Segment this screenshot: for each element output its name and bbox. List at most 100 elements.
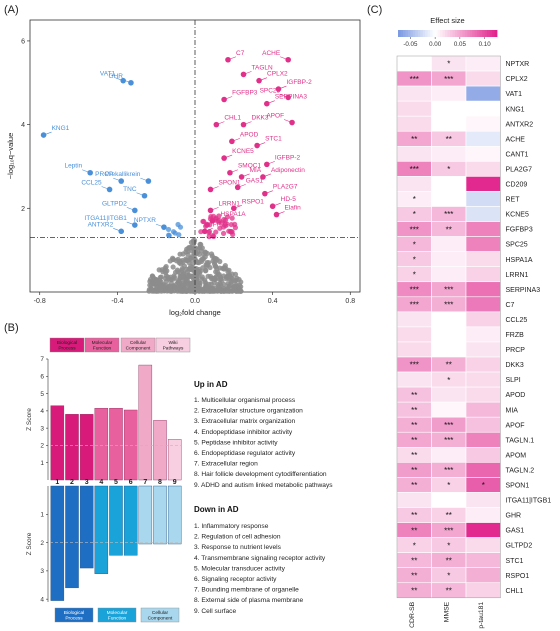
down-y-tick-label: 2 <box>40 540 44 547</box>
row-label: VAT1 <box>506 91 523 98</box>
down-point <box>161 224 167 230</box>
heatmap-cell <box>465 341 501 358</box>
ns-point <box>189 248 195 254</box>
up-point <box>232 225 239 231</box>
color-legend-segment <box>462 30 466 37</box>
heatmap-cell <box>396 85 432 102</box>
heatmap-cell <box>465 85 501 102</box>
ns-point <box>181 263 187 269</box>
category-number-label: 1 <box>55 479 59 486</box>
heatmap-cell <box>431 115 467 132</box>
heatmap-cell <box>431 191 467 207</box>
ns-point <box>191 240 197 246</box>
legend-label-down: Cellular <box>152 610 169 616</box>
up-point <box>238 174 245 180</box>
down-bar <box>94 485 109 574</box>
heatmap-cell <box>396 341 432 358</box>
color-legend-segment <box>442 30 446 37</box>
ns-point <box>228 279 235 285</box>
up-bar <box>94 408 109 481</box>
enrichment-bar-chart: BiologicalProcessMolecularFunctionCellul… <box>26 337 333 623</box>
down-bar <box>79 485 94 569</box>
heatmap-cell <box>431 341 467 358</box>
category-number-label: 3 <box>85 479 89 486</box>
down-point <box>120 77 126 84</box>
point-label: APOF <box>266 113 284 120</box>
row-label: FRZB <box>506 332 525 339</box>
ns-point <box>162 265 168 271</box>
down-point <box>128 79 134 86</box>
up-point <box>213 121 220 128</box>
ns-point <box>208 281 214 287</box>
ns-point <box>210 258 216 264</box>
heatmap-cell <box>431 251 467 267</box>
up-point <box>201 228 208 235</box>
point-label: IGFBP-2 <box>286 79 312 86</box>
up-point <box>254 142 260 149</box>
heatmap-cell <box>465 100 501 117</box>
ns-point <box>203 267 209 274</box>
heatmap-cell <box>465 522 501 538</box>
up-term-item: 6. Endopeptidase regulator activity <box>194 450 296 457</box>
significance-stars: ** <box>411 451 417 460</box>
y-tick-label: 6 <box>21 38 25 45</box>
row-label: GHR <box>506 513 522 520</box>
row-label: ITGA11|ITGB1 <box>506 498 552 505</box>
color-legend-segment <box>479 30 483 37</box>
color-legend-segment <box>452 30 456 37</box>
legend-swatch-down <box>97 607 137 623</box>
ns-point <box>207 264 213 271</box>
heatmap-cell <box>465 582 501 599</box>
down-bar <box>138 485 153 545</box>
significance-stars: *** <box>444 301 453 310</box>
heatmap-cell <box>396 146 432 162</box>
legend-label-up: Molecular <box>92 340 113 346</box>
point-label: LRRN1 <box>219 200 241 207</box>
y-tick-label: 4 <box>21 122 25 129</box>
row-label: HSPA1A <box>506 257 533 264</box>
down-term-item: 3. Response to nutrient levels <box>194 544 282 551</box>
significance-stars: ** <box>446 586 452 595</box>
color-legend-segment <box>464 30 468 37</box>
category-number-label: 4 <box>99 479 103 486</box>
column-label: CDR-SB <box>409 601 416 628</box>
up-y-tick-label: 1 <box>40 460 44 467</box>
color-legend-segment <box>415 30 419 37</box>
down-y-axis-title: Z Score <box>26 532 33 555</box>
up-point <box>224 214 231 220</box>
heatmap-cell <box>396 55 432 72</box>
up-y-axis-title: Z Score <box>26 408 33 431</box>
heatmap-cell <box>465 446 501 463</box>
point-label: HSPA1A <box>220 211 246 218</box>
ns-point <box>192 270 199 276</box>
heatmap-cell <box>431 100 467 117</box>
category-number-label: 2 <box>70 479 74 486</box>
heatmap-cell <box>431 446 467 463</box>
significance-stars: ** <box>411 571 417 580</box>
down-bar <box>50 485 65 601</box>
row-label: CPLX2 <box>506 76 528 83</box>
up-term-item: 8. Hair follicle development cytodiffere… <box>194 471 327 478</box>
point-label: IGFBP-2 <box>275 154 301 161</box>
heatmap-cell <box>431 492 467 508</box>
heatmap-cell <box>465 401 501 418</box>
color-legend-segment <box>440 30 443 37</box>
row-label: TAGLN.2 <box>506 467 535 474</box>
heatmap-cell <box>465 70 501 87</box>
down-point <box>145 178 152 184</box>
heatmap-cell <box>396 176 432 192</box>
heatmap-cell <box>431 146 467 162</box>
ns-point <box>192 286 198 292</box>
down-point <box>87 169 93 176</box>
significance-stars: ** <box>446 511 452 520</box>
up-point <box>225 56 231 63</box>
heatmap-cell <box>465 431 501 448</box>
heatmap-cell <box>465 191 501 207</box>
point-label: FRZB <box>213 221 230 228</box>
up-term-item: 2. Extracellular structure organization <box>194 408 303 415</box>
up-point <box>229 229 235 235</box>
up-point <box>223 223 229 229</box>
legend-label-up: Wiki <box>168 340 177 346</box>
significance-stars: * <box>447 541 450 550</box>
point-label: GLTPD2 <box>102 200 127 207</box>
